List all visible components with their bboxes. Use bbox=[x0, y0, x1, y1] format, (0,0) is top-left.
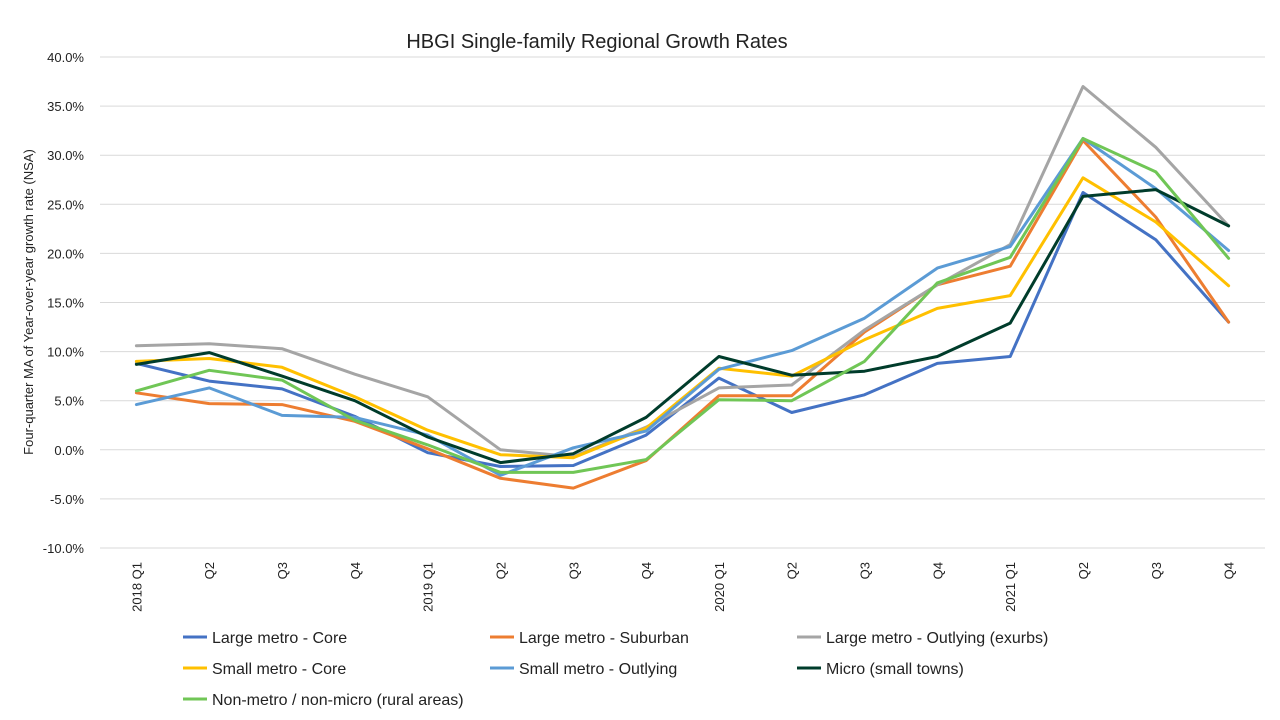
x-tick-label: Q2 bbox=[1076, 562, 1091, 579]
x-tick-label: Q2 bbox=[785, 562, 800, 579]
y-tick-label: -5.0% bbox=[50, 492, 84, 507]
series-line-7 bbox=[134, 137, 1231, 474]
x-tick-label: Q3 bbox=[566, 562, 581, 579]
legend-label: Micro (small towns) bbox=[826, 661, 964, 678]
y-tick-label: 25.0% bbox=[47, 197, 84, 212]
y-tick-label: -10.0% bbox=[43, 541, 85, 556]
y-axis-ticks: -10.0% -5.0% 0.0% 5.0% 10.0% 15.0% 20.0% 25.0% 3… bbox=[43, 50, 85, 556]
y-tick-label: 30.0% bbox=[47, 148, 84, 163]
x-tick-label: Q2 bbox=[493, 562, 508, 579]
legend-item: Large metro - Outlying (exurbs) bbox=[797, 630, 1048, 647]
legend-item: Large metro - Core bbox=[183, 630, 347, 647]
legend: Large metro - Core Large metro - Suburban… bbox=[183, 630, 1048, 709]
y-tick-label: 40.0% bbox=[47, 50, 84, 65]
series-line-2 bbox=[134, 139, 1231, 490]
gridlines bbox=[100, 56, 1265, 549]
series-line-1 bbox=[134, 191, 1231, 468]
chart-title: HBGI Single-family Regional Growth Rates bbox=[406, 31, 787, 53]
legend-item: Small metro - Outlying bbox=[490, 661, 677, 678]
x-tick-label: Q3 bbox=[275, 562, 290, 579]
x-tick-label: Q2 bbox=[202, 562, 217, 579]
legend-label: Non-metro / non-micro (rural areas) bbox=[212, 692, 464, 709]
legend-label: Small metro - Core bbox=[212, 661, 346, 678]
legend-item: Non-metro / non-micro (rural areas) bbox=[183, 692, 464, 709]
x-tick-label: Q4 bbox=[639, 562, 654, 579]
x-tick-label: 2019 Q1 bbox=[421, 562, 436, 612]
x-tick-label: 2020 Q1 bbox=[712, 562, 727, 612]
series-line-6 bbox=[134, 188, 1231, 465]
x-tick-label: 2018 Q1 bbox=[129, 562, 144, 612]
y-tick-label: 0.0% bbox=[54, 443, 84, 458]
legend-label: Large metro - Suburban bbox=[519, 630, 689, 647]
legend-item: Small metro - Core bbox=[183, 661, 346, 678]
y-tick-label: 15.0% bbox=[47, 296, 84, 311]
y-tick-label: 20.0% bbox=[47, 246, 84, 261]
series-line-3 bbox=[134, 85, 1231, 459]
y-tick-label: 35.0% bbox=[47, 99, 84, 114]
x-tick-label: Q3 bbox=[1149, 562, 1164, 579]
legend-item: Micro (small towns) bbox=[797, 661, 964, 678]
x-tick-label: Q3 bbox=[858, 562, 873, 579]
legend-item: Large metro - Suburban bbox=[490, 630, 689, 647]
y-tick-label: 5.0% bbox=[54, 394, 84, 409]
x-tick-label: Q4 bbox=[930, 562, 945, 579]
x-tick-label: Q4 bbox=[348, 562, 363, 579]
y-tick-label: 10.0% bbox=[47, 345, 84, 360]
x-axis-ticks: 2018 Q1 Q2 Q3 Q4 2019 Q1 Q2 Q3 Q4 2020 Q1 Q2 Q3 Q4 2… bbox=[129, 562, 1236, 612]
series-lines bbox=[134, 85, 1231, 490]
legend-label: Small metro - Outlying bbox=[519, 661, 677, 678]
y-axis-label: Four-quarter MA of Year-over-year growth… bbox=[21, 149, 36, 455]
x-tick-label: 2021 Q1 bbox=[1003, 562, 1018, 612]
legend-label: Large metro - Core bbox=[212, 630, 347, 647]
series-line-5 bbox=[134, 137, 1231, 477]
legend-label: Large metro - Outlying (exurbs) bbox=[826, 630, 1048, 647]
x-tick-label: Q4 bbox=[1222, 562, 1237, 579]
